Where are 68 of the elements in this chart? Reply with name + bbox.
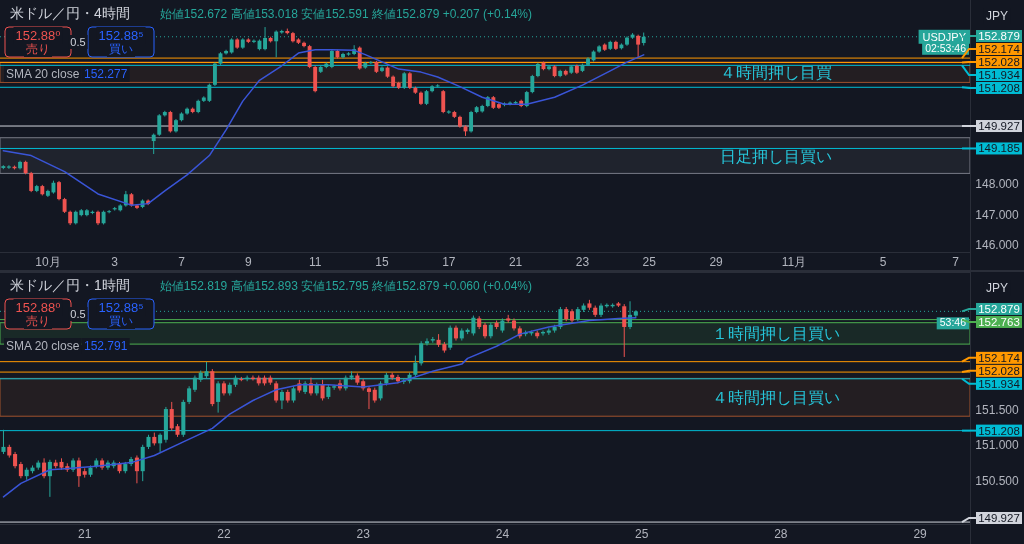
annotation: USDJPY bbox=[922, 30, 967, 43]
ref-line-label: 152.174 bbox=[978, 351, 1021, 364]
price-label: 149.927 bbox=[961, 512, 1022, 524]
x-tick-label: 28 bbox=[774, 527, 788, 541]
ref-line-label: 149.185 bbox=[978, 142, 1020, 155]
ref-line-label: 152.174 bbox=[978, 43, 1021, 55]
y-tick-label: 151.000 bbox=[975, 438, 1020, 453]
band-label: 日足押し目買い bbox=[720, 147, 832, 165]
ref-line-label: 151.208 bbox=[978, 81, 1020, 94]
band-label: １時間押し目買い bbox=[712, 325, 840, 343]
ref-line-label: 152.879 bbox=[978, 302, 1020, 315]
x-tick-label: 7 bbox=[178, 255, 186, 269]
x-tick-label: 11 bbox=[308, 255, 322, 269]
price-label: 151.208 bbox=[961, 424, 1022, 437]
note: 0.5 bbox=[68, 307, 88, 321]
note: 152.277 bbox=[82, 66, 130, 82]
ref-line-label: 151.208 bbox=[978, 424, 1020, 437]
price-label: 149.185 bbox=[961, 142, 1022, 155]
ref-line-label: 151.934 bbox=[978, 69, 1021, 81]
chart-title: 米ドル／円・4時間 bbox=[10, 5, 130, 21]
price-label: 151.934 bbox=[961, 377, 1022, 390]
note: 買い bbox=[107, 313, 135, 329]
ref-line-label: 152.763 bbox=[978, 315, 1020, 328]
ref-line-label: 151.934 bbox=[978, 377, 1021, 390]
note: 売り bbox=[24, 41, 52, 57]
x-tick-label: 15 bbox=[375, 255, 389, 269]
y-tick-label: 147.000 bbox=[975, 207, 1020, 222]
ref-line-label: 152.879 bbox=[978, 30, 1020, 43]
note: JPY bbox=[984, 280, 1010, 296]
x-tick-label: 11月 bbox=[781, 255, 807, 269]
band-label: ４時間押し目買い bbox=[712, 389, 840, 407]
band-label: ４時間押し目買 bbox=[720, 64, 832, 82]
price-label: 152.028 bbox=[961, 56, 1022, 68]
ref-line-label: 149.927 bbox=[978, 120, 1020, 133]
chart-subtitle: 始値152.819 高値152.893 安値152.795 終値152.879 +0.060 (+0.04%) bbox=[159, 279, 533, 293]
x-tick-label: 22 bbox=[217, 527, 231, 541]
x-tick-label: 23 bbox=[575, 255, 590, 269]
x-tick-label: 25 bbox=[642, 255, 657, 269]
ref-line-label: 152.028 bbox=[978, 56, 1020, 68]
note: 買い bbox=[107, 41, 135, 57]
x-tick-label: 23 bbox=[356, 527, 371, 541]
x-tick-label: 25 bbox=[634, 527, 649, 541]
x-tick-label: 29 bbox=[709, 255, 724, 269]
chart-title: 米ドル／円・1時間 bbox=[10, 277, 130, 293]
y-tick-label: 151.500 bbox=[975, 402, 1020, 417]
ref-line-label: 152.028 bbox=[978, 364, 1020, 377]
x-tick-label: 17 bbox=[442, 255, 456, 269]
y-tick-label: 148.000 bbox=[975, 177, 1020, 192]
x-tick-label: 24 bbox=[495, 527, 510, 541]
x-tick-label: 5 bbox=[879, 255, 887, 269]
price-label: 152.174 bbox=[961, 351, 1022, 364]
x-tick-label: 10月 bbox=[35, 255, 61, 269]
x-tick-label: 7 bbox=[952, 255, 960, 269]
y-tick-label: 146.000 bbox=[975, 237, 1020, 252]
note: SMA 20 close bbox=[4, 66, 82, 82]
y-tick-label: 150.500 bbox=[975, 474, 1020, 489]
note: 売り bbox=[24, 313, 52, 329]
note: 0.5 bbox=[68, 35, 88, 49]
x-tick-label: 21 bbox=[508, 255, 523, 269]
x-tick-label: 3 bbox=[111, 255, 119, 269]
price-label: 152.028 bbox=[961, 364, 1022, 377]
x-tick-label: 9 bbox=[245, 255, 252, 269]
price-label: 149.927 bbox=[961, 120, 1022, 132]
x-tick-label: 29 bbox=[913, 527, 928, 541]
ref-line-label: 149.927 bbox=[978, 512, 1020, 524]
chart-subtitle: 始値152.672 高値153.018 安値152.591 終値152.879 +0.207 (+0.14%) bbox=[159, 7, 533, 21]
note: JPY bbox=[984, 8, 1010, 24]
x-tick-label: 21 bbox=[78, 527, 92, 541]
